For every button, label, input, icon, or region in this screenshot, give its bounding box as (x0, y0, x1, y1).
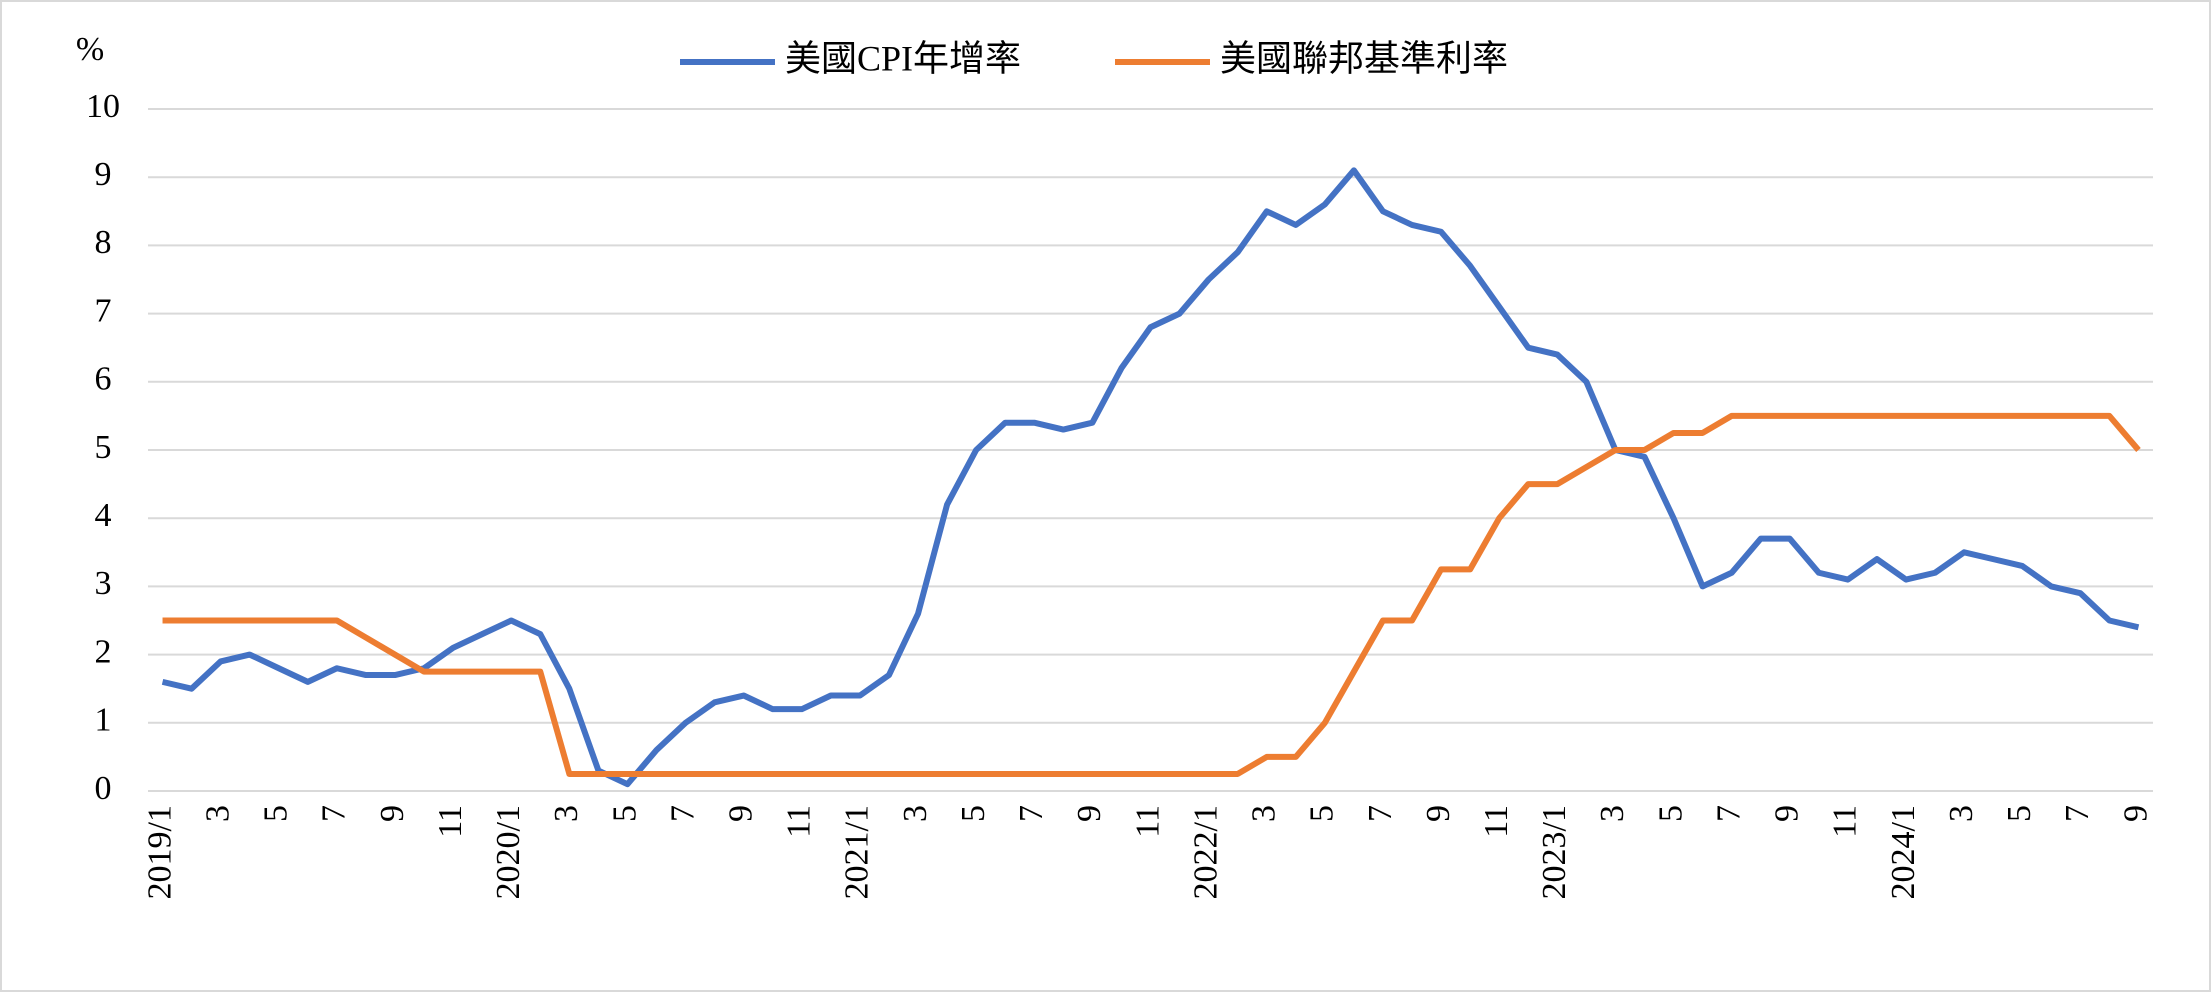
y-tick-label: 0 (95, 770, 112, 807)
y-tick-label: 1 (95, 702, 112, 739)
y-tick-label: 9 (95, 156, 112, 193)
x-tick-label: 5 (955, 805, 992, 822)
x-tick-label: 3 (199, 805, 236, 822)
x-tick-label: 7 (1710, 805, 1747, 822)
y-tick-label: 5 (95, 429, 112, 466)
y-tick-label: 8 (95, 224, 112, 261)
x-tick-label: 9 (1420, 805, 1457, 822)
x-tick-label: 7 (1362, 805, 1399, 822)
y-tick-label: 10 (86, 88, 120, 125)
x-tick-label: 11 (781, 805, 818, 838)
x-tick-label: 9 (374, 805, 411, 822)
x-tick-label: 11 (432, 805, 469, 838)
x-tick-label: 2019/1 (141, 805, 178, 899)
x-tick-label: 7 (664, 805, 701, 822)
x-tick-label: 2022/1 (1187, 805, 1224, 899)
x-tick-label: 3 (548, 805, 585, 822)
x-tick-label: 5 (1652, 805, 1689, 822)
x-tick-label: 3 (1594, 805, 1631, 822)
y-tick-label: 7 (95, 292, 112, 329)
y-tick-label: 6 (95, 361, 112, 398)
x-tick-label: 3 (897, 805, 934, 822)
y-tick-label: 4 (95, 497, 112, 534)
legend-label: 美國CPI年增率 (785, 38, 1021, 78)
x-tick-label: 7 (1013, 805, 1050, 822)
x-tick-label: 5 (258, 805, 295, 822)
x-tick-label: 5 (606, 805, 643, 822)
x-tick-label: 9 (1071, 805, 1108, 822)
x-tick-label: 7 (2059, 805, 2096, 822)
x-tick-label: 5 (2001, 805, 2038, 822)
x-tick-label: 11 (1478, 805, 1515, 838)
x-tick-label: 2021/1 (839, 805, 876, 899)
y-unit: % (76, 31, 104, 68)
x-tick-label: 3 (1943, 805, 1980, 822)
x-tick-label: 5 (1304, 805, 1341, 822)
x-tick-label: 7 (316, 805, 353, 822)
x-tick-label: 11 (1827, 805, 1864, 838)
y-tick-label: 3 (95, 565, 112, 602)
legend-label: 美國聯邦基準利率 (1220, 38, 1508, 78)
x-tick-label: 11 (1129, 805, 1166, 838)
y-tick-label: 2 (95, 633, 112, 670)
x-tick-label: 9 (722, 805, 759, 822)
line-series (161, 167, 2140, 788)
x-tick-label: 9 (1769, 805, 1806, 822)
x-tick-label: 9 (2117, 805, 2154, 822)
x-tick-label: 2020/1 (490, 805, 527, 899)
x-tick-label: 3 (1246, 805, 1283, 822)
x-tick-label: 2023/1 (1536, 805, 1573, 899)
x-tick-label: 2024/1 (1885, 805, 1922, 899)
line-series (162, 412, 2141, 777)
